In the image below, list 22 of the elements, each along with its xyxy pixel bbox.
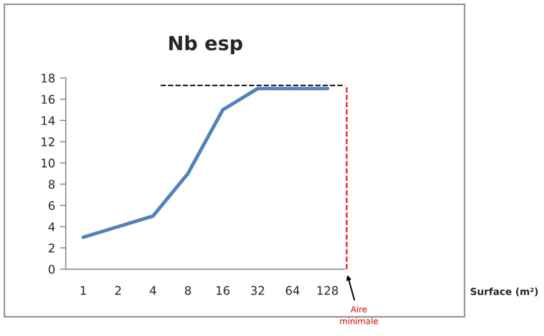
x-tick-label: 2	[115, 286, 121, 295]
y-tick-label: 2	[48, 244, 54, 252]
y-tick-label: 10	[42, 158, 55, 168]
x-tick-label: 8	[184, 286, 191, 295]
x-tick-label: 4	[150, 286, 156, 295]
line-series	[82, 86, 330, 240]
x-tick-label: 128	[317, 286, 338, 295]
y-tick-label: 12	[42, 137, 54, 146]
y-tick-label: 4	[48, 222, 55, 232]
y-tick-label: 14	[42, 116, 55, 125]
y-tick-label: 8	[48, 180, 55, 189]
text: Surface (m²)	[470, 288, 538, 296]
x-tick-label: 64	[286, 286, 300, 295]
chart-title: Nb esp	[169, 35, 242, 54]
y-tick-label: 0	[48, 264, 55, 274]
x-tick-label: 16	[216, 286, 230, 295]
text: Aire minimale	[340, 306, 378, 324]
x-tick-label: 32	[251, 286, 264, 295]
x-tick-label: 1	[80, 286, 86, 295]
y-tick-label: 18	[42, 74, 55, 83]
y-tick-label: 6	[48, 201, 55, 210]
y-tick-label: 16	[42, 94, 55, 104]
